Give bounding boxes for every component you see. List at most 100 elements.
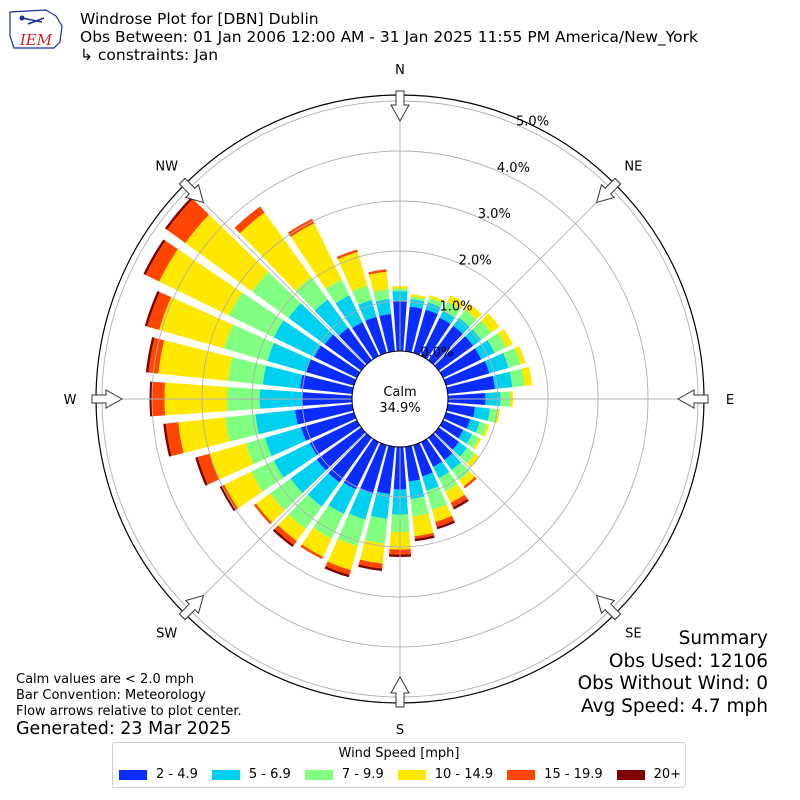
bar-segment: [224, 471, 263, 509]
sector-320: [234, 206, 372, 365]
sector-260: [163, 404, 354, 457]
bar-segment: [459, 447, 476, 464]
calm-label: Calm: [383, 385, 416, 400]
legend-item: 20+: [616, 767, 682, 782]
bar-segment: [272, 528, 294, 548]
bar-segment: [262, 365, 303, 389]
bar-convention: Bar Convention: Meteorology: [16, 688, 206, 703]
bar-segment: [434, 427, 460, 450]
bar-segment: [144, 291, 160, 327]
radial-tick-label: 5.0%: [516, 115, 549, 130]
flow-arrow-icon: [178, 594, 205, 621]
logo-text: IEM: [19, 31, 53, 49]
bar-segment: [328, 433, 372, 483]
bar-segment: [481, 313, 500, 333]
bar-segment: [158, 340, 233, 381]
bar-segment: [325, 561, 351, 575]
bar-segment: [459, 309, 477, 327]
bar-segment: [472, 437, 482, 450]
bar-segment: [225, 414, 259, 442]
sector-210: [300, 438, 379, 559]
bar-segment: [273, 443, 317, 478]
bar-segment: [434, 336, 474, 371]
bar-segment: [314, 299, 349, 336]
bar-segment: [442, 301, 461, 318]
summary-obs-without-wind: Obs Without Wind: 0: [577, 673, 768, 694]
bar-segment: [473, 406, 490, 421]
bar-segment: [288, 494, 322, 529]
legend-label: 15 - 19.9: [544, 767, 603, 782]
bar-segment: [458, 429, 473, 445]
bar-segment: [267, 342, 311, 372]
legend-swatch: [119, 769, 147, 780]
bar-segment: [413, 442, 433, 477]
bar-segment: [414, 535, 435, 542]
radial-tick-label: 4.0%: [497, 161, 530, 176]
legend-item: 5 - 6.9: [211, 767, 291, 782]
constraints: ↳ constraints: Jan: [80, 46, 219, 64]
legend-label: 10 - 14.9: [434, 767, 494, 782]
bar-segment: [358, 564, 383, 572]
bar-segment: [429, 295, 444, 303]
sector-240: [219, 420, 361, 512]
bar-segment: [427, 297, 443, 308]
bar-segment: [497, 328, 513, 348]
bar-segment: [227, 357, 267, 385]
bar-segment: [422, 472, 439, 491]
bar-segment: [487, 408, 498, 423]
direction-label: SW: [156, 626, 177, 641]
legend-label: 20+: [653, 767, 682, 782]
bar-segment: [301, 527, 332, 557]
bar-segment: [443, 412, 471, 429]
bar-segment: [295, 277, 328, 311]
legend-swatch: [211, 769, 240, 780]
ring-gridline: [201, 200, 599, 598]
direction-label: E: [726, 393, 734, 408]
bar-segment: [288, 303, 334, 345]
legend-label: 2 - 4.9: [156, 767, 198, 782]
bar-segment: [509, 368, 525, 388]
bar-segment: [412, 513, 434, 537]
bar-segment: [255, 493, 285, 523]
summary-title: Summary: [678, 628, 768, 649]
bar-segment: [278, 514, 306, 541]
bar-segment: [314, 345, 361, 378]
bar-segment: [300, 412, 357, 441]
sector-220: [272, 433, 372, 548]
bar-segment: [343, 438, 379, 490]
bar-segment: [352, 285, 372, 305]
bar-segment: [428, 325, 463, 365]
flow-arrow-icon: [676, 389, 709, 409]
sector-100: [446, 404, 500, 424]
bar-segment: [376, 445, 395, 494]
bar-segment: [482, 423, 490, 437]
bar-segment: [452, 441, 468, 457]
bar-segment: [209, 443, 254, 480]
bar-segment: [313, 505, 344, 539]
sector-30: [421, 295, 465, 360]
direction-label: S: [396, 723, 404, 738]
bar-segment: [466, 434, 480, 449]
bar-segment: [360, 442, 387, 494]
bar-segment: [463, 476, 477, 489]
bar-segment: [492, 371, 513, 390]
legend-swatch: [507, 769, 536, 780]
sector-250: [195, 412, 357, 486]
sector-80: [446, 366, 533, 394]
bar-segment: [336, 249, 358, 260]
direction-label: SE: [625, 626, 641, 641]
bar-segment: [245, 437, 272, 465]
bar-segment: [325, 279, 350, 304]
calm-note: Calm values are < 2.0 mph: [16, 672, 195, 687]
bar-segment: [465, 329, 482, 346]
bar-segment: [255, 410, 298, 435]
summary-block: Summary Obs Used: 12106 Obs Without Wind…: [578, 628, 768, 718]
bar-segment: [445, 484, 465, 503]
direction-label: NE: [624, 160, 642, 175]
bar-segment: [324, 334, 366, 371]
bar-segment: [338, 327, 372, 365]
bar-segment: [451, 462, 470, 481]
bar-segment: [414, 532, 434, 539]
sector-140: [428, 433, 477, 489]
bar-segment: [305, 359, 357, 386]
